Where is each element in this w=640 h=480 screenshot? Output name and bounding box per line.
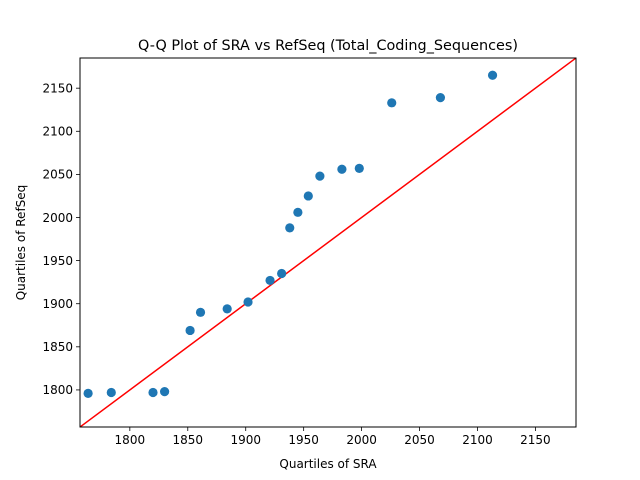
x-axis: 1800 1850 1900 1950 2000 2050 2100 2150 xyxy=(115,427,551,447)
data-point-1 xyxy=(83,388,93,398)
x-tick-label-2100: 2100 xyxy=(462,433,493,447)
data-point-7 xyxy=(222,304,232,314)
data-point-15 xyxy=(337,164,347,174)
x-tick-label-1900: 1900 xyxy=(230,433,261,447)
data-point-11 xyxy=(285,223,295,233)
x-tick-label-2050: 2050 xyxy=(404,433,435,447)
data-points xyxy=(83,70,498,398)
data-point-3 xyxy=(148,387,158,398)
data-point-10 xyxy=(277,268,287,279)
data-point-12 xyxy=(293,207,303,217)
x-tick-label-1800: 1800 xyxy=(115,433,146,447)
y-axis: 1800 1850 1900 1950 2000 2050 2100 2150 xyxy=(42,81,80,397)
x-axis-label: Quartiles of SRA xyxy=(279,457,377,471)
plot-area xyxy=(79,57,577,428)
x-tick-label-1850: 1850 xyxy=(173,433,204,447)
y-tick-label-2100: 2100 xyxy=(42,125,73,139)
y-tick-label-1900: 1900 xyxy=(42,297,73,311)
data-point-18 xyxy=(435,93,446,103)
y-tick-label-2000: 2000 xyxy=(42,211,73,225)
y-tick-label-2050: 2050 xyxy=(42,168,73,182)
x-tick-label-1950: 1950 xyxy=(288,433,319,447)
data-point-13 xyxy=(303,191,313,201)
data-point-14 xyxy=(315,171,325,181)
data-point-6 xyxy=(195,307,206,317)
data-point-2 xyxy=(106,387,116,398)
y-tick-label-1850: 1850 xyxy=(42,340,73,354)
y-tick-label-1800: 1800 xyxy=(42,383,73,397)
data-point-4 xyxy=(159,387,170,397)
reference-line-group xyxy=(80,58,576,427)
data-point-9 xyxy=(265,275,275,286)
data-point-5 xyxy=(185,325,195,336)
y-tick-label-1950: 1950 xyxy=(42,254,73,268)
reference-line xyxy=(80,58,576,427)
data-point-17 xyxy=(387,98,397,108)
x-tick-label-2000: 2000 xyxy=(346,433,377,447)
data-point-19 xyxy=(487,70,498,80)
data-point-16 xyxy=(354,163,364,173)
x-tick-label-2150: 2150 xyxy=(520,433,551,447)
plot-frame xyxy=(79,57,577,428)
chart-title: Q-Q Plot of SRA vs RefSeq (Total_Coding_… xyxy=(138,38,518,54)
y-tick-label-2150: 2150 xyxy=(42,81,73,95)
y-axis-label: Quartiles of RefSeq xyxy=(14,185,28,301)
data-point-8 xyxy=(243,297,253,307)
